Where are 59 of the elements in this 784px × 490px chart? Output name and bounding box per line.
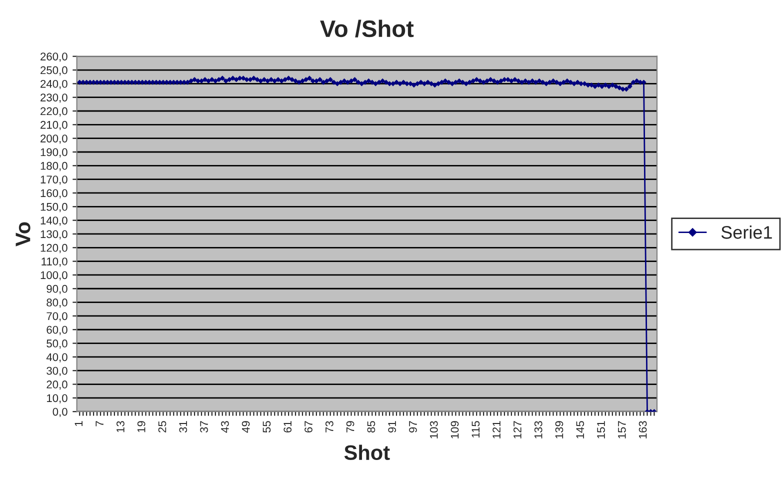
y-tick-label: 220,0 — [40, 107, 68, 116]
x-tick-label: 139 — [555, 421, 564, 438]
y-tick-label: 190,0 — [40, 148, 68, 158]
y-tick-label: 100,0 — [40, 271, 68, 280]
x-tick-label: 55 — [262, 421, 271, 433]
x-tick-label: 157 — [618, 421, 626, 438]
y-tick-label: 80,0 — [46, 298, 68, 308]
y-tick-label: 20,0 — [46, 380, 68, 390]
x-tick-label: 61 — [284, 421, 292, 432]
y-tick-label: 30,0 — [46, 366, 68, 376]
x-tick-label: 163 — [638, 421, 647, 438]
y-tick-label: 150,0 — [40, 202, 68, 212]
y-tick-label: 70,0 — [46, 312, 68, 322]
x-tick-label: 127 — [514, 421, 522, 438]
y-tick-label: 230,0 — [40, 94, 68, 103]
y-tick-label: 200,0 — [40, 134, 68, 144]
y-tick-label: 110,0 — [42, 258, 68, 267]
x-tick-label: 13 — [116, 421, 124, 432]
chart-title: Vo /Shot — [320, 20, 414, 38]
y-axis-title: Vo — [16, 222, 30, 246]
x-tick-label: 97 — [409, 421, 417, 432]
y-tick-label: 250,0 — [40, 66, 68, 76]
x-tick-label: 49 — [242, 421, 250, 433]
y-tick-label: 160,0 — [40, 189, 68, 198]
x-tick-label: 25 — [158, 421, 166, 432]
y-tick-label: 260,0 — [40, 52, 68, 62]
x-tick-label: 85 — [367, 421, 376, 433]
y-tick-label: 90,0 — [46, 284, 68, 294]
x-tick-label: 79 — [346, 421, 354, 432]
x-tick-label: 133 — [534, 421, 542, 438]
legend-label: Serie1 — [721, 226, 772, 239]
y-tick-label: 180,0 — [40, 162, 68, 172]
x-tick-label: 43 — [220, 421, 229, 433]
x-tick-label: 1 — [74, 421, 82, 426]
y-tick-label: 120,0 — [40, 244, 68, 254]
y-tick-label: 210,0 — [40, 120, 68, 130]
x-tick-label: 109 — [450, 421, 459, 438]
x-tick-label: 103 — [430, 421, 438, 438]
y-tick-label: 240,0 — [40, 80, 68, 90]
x-tick-label: 67 — [304, 421, 312, 432]
x-tick-label: 115 — [472, 421, 480, 438]
y-tick-label: 130,0 — [40, 230, 68, 240]
y-tick-label: 40,0 — [46, 353, 68, 362]
x-tick-label: 73 — [325, 421, 334, 432]
x-tick-label: 37 — [200, 421, 208, 433]
x-tick-label: 121 — [492, 421, 500, 438]
y-tick-label: 140,0 — [40, 216, 68, 226]
y-tick-label: 170,0 — [40, 176, 68, 185]
x-tick-label: 19 — [137, 421, 146, 432]
y-tick-label: 60,0 — [46, 326, 68, 336]
y-tick-label: 50,0 — [46, 340, 68, 349]
x-tick-label: 91 — [388, 421, 396, 432]
x-tick-label: 151 — [597, 421, 605, 438]
y-tick-label: 10,0 — [47, 394, 68, 404]
x-tick-label: 145 — [576, 421, 584, 438]
y-tick-label: 0,0 — [52, 408, 68, 418]
x-tick-label: 31 — [179, 421, 188, 433]
x-axis-title: Shot — [344, 444, 390, 460]
x-tick-label: 7 — [96, 421, 104, 426]
